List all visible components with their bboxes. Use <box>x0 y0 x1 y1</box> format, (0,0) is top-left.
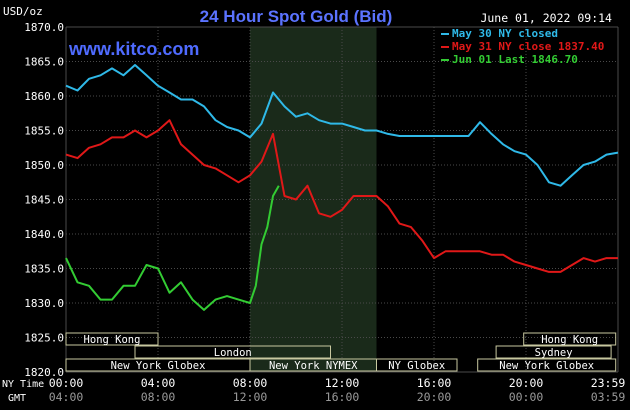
series-line-0 <box>65 64 619 187</box>
y-tick-label: 1855.0 <box>24 125 64 138</box>
x-tick-label-gmt: 08:00 <box>141 390 176 404</box>
market-session-label: London <box>214 347 252 359</box>
y-tick-label: 1870.0 <box>24 21 64 34</box>
x-tick-label-gmt: 00:00 <box>509 390 544 404</box>
x-tick-label-ny: 23:59 <box>591 376 626 390</box>
chart-timestamp: June 01, 2022 09:14 <box>480 11 612 25</box>
y-tick-label: 1840.0 <box>24 228 64 241</box>
unit-label: USD/oz <box>3 5 43 18</box>
market-session-label: Hong Kong <box>84 334 141 346</box>
y-tick-label: 1865.0 <box>24 56 64 69</box>
x-tick-label-ny: 04:00 <box>141 376 176 390</box>
market-session-box <box>495 345 612 359</box>
market-session-box <box>134 345 331 359</box>
x-tick-label-gmt: 20:00 <box>417 390 452 404</box>
market-session-label: New York NYMEX <box>269 360 358 372</box>
market-session-box <box>376 358 458 372</box>
market-session-label: New York Globex <box>111 360 206 372</box>
x-tick-label-gmt: 16:00 <box>325 390 360 404</box>
market-session-label: NY Globex <box>388 360 445 372</box>
watermark: www.kitco.com <box>68 39 199 59</box>
market-session-label: Sydney <box>535 347 573 359</box>
y-tick-label: 1825.0 <box>24 332 64 345</box>
y-tick-label: 1820.0 <box>24 366 64 379</box>
x-axis-label-gmt: GMT <box>8 393 26 404</box>
y-tick-label: 1845.0 <box>24 194 64 207</box>
chart-title: 24 Hour Spot Gold (Bid) <box>200 7 393 26</box>
market-session-label: Hong Kong <box>541 334 598 346</box>
x-tick-label-ny: 20:00 <box>509 376 544 390</box>
series-line-1 <box>65 119 618 273</box>
series-line-2 <box>65 185 280 311</box>
legend-entry: May 30 NY closed <box>452 27 558 40</box>
x-axis-label-ny: NY Time <box>2 379 44 390</box>
x-tick-label-gmt: 03:59 <box>591 390 626 404</box>
x-tick-label-ny: 08:00 <box>233 376 268 390</box>
x-tick-label-ny: 16:00 <box>417 376 452 390</box>
y-tick-label: 1830.0 <box>24 297 64 310</box>
legend-entry: May 31 NY close 1837.40 <box>452 40 604 53</box>
market-session-label: New York Globex <box>499 360 594 372</box>
y-tick-label: 1835.0 <box>24 263 64 276</box>
market-session-box <box>477 358 617 372</box>
y-tick-label: 1860.0 <box>24 90 64 103</box>
market-session-box <box>523 332 617 346</box>
y-tick-label: 1850.0 <box>24 159 64 172</box>
market-session-box <box>65 332 159 346</box>
x-tick-label-ny: 12:00 <box>325 376 360 390</box>
x-tick-label-gmt: 12:00 <box>233 390 268 404</box>
x-tick-label-gmt: 04:00 <box>49 390 84 404</box>
x-tick-label-ny: 00:00 <box>49 376 84 390</box>
legend-entry: Jun 01 Last 1846.70 <box>452 53 578 66</box>
